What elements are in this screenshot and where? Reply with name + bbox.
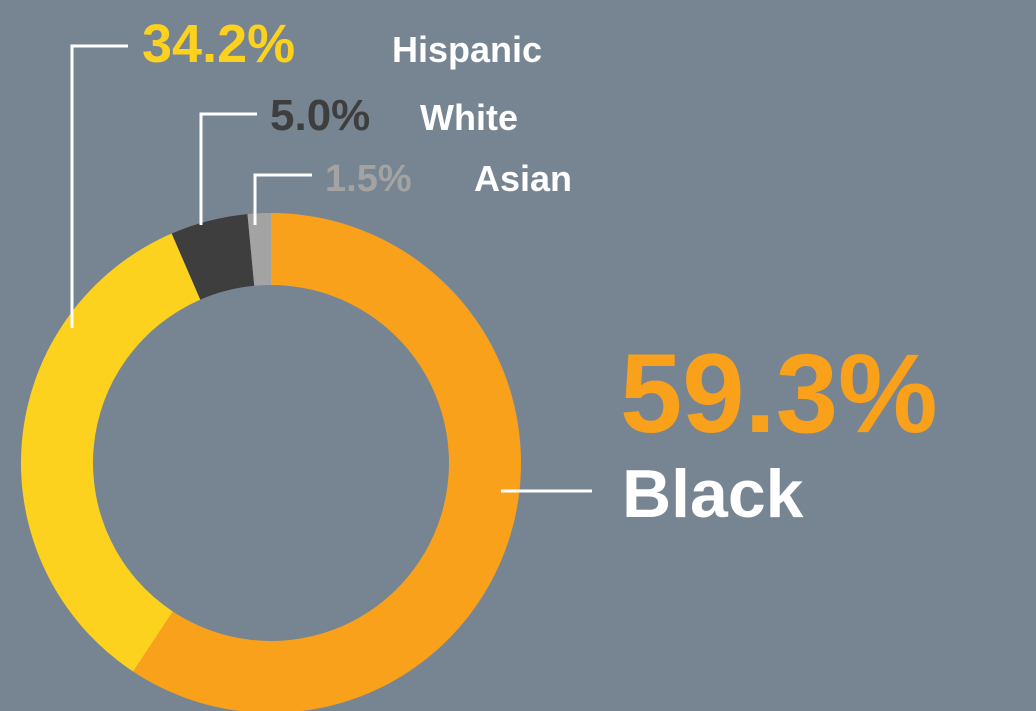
category-label-asian: Asian xyxy=(474,158,572,199)
slice-asian xyxy=(247,213,271,286)
value-label-black: 59.3% xyxy=(620,331,938,456)
slice-black xyxy=(133,213,521,711)
category-label-black: Black xyxy=(622,456,804,532)
slice-white xyxy=(171,214,255,300)
value-label-asian: 1.5% xyxy=(325,158,412,200)
leader-lines xyxy=(70,44,592,493)
leader-line-hispanic xyxy=(70,44,128,328)
value-label-hispanic: 34.2% xyxy=(142,14,295,74)
slice-hispanic xyxy=(20,233,201,672)
donut-slices xyxy=(20,213,521,711)
category-label-hispanic: Hispanic xyxy=(392,29,542,70)
category-label-white: White xyxy=(420,97,518,138)
value-label-white: 5.0% xyxy=(270,91,370,140)
leader-line-white xyxy=(199,112,257,225)
leader-line-asian xyxy=(253,173,312,225)
